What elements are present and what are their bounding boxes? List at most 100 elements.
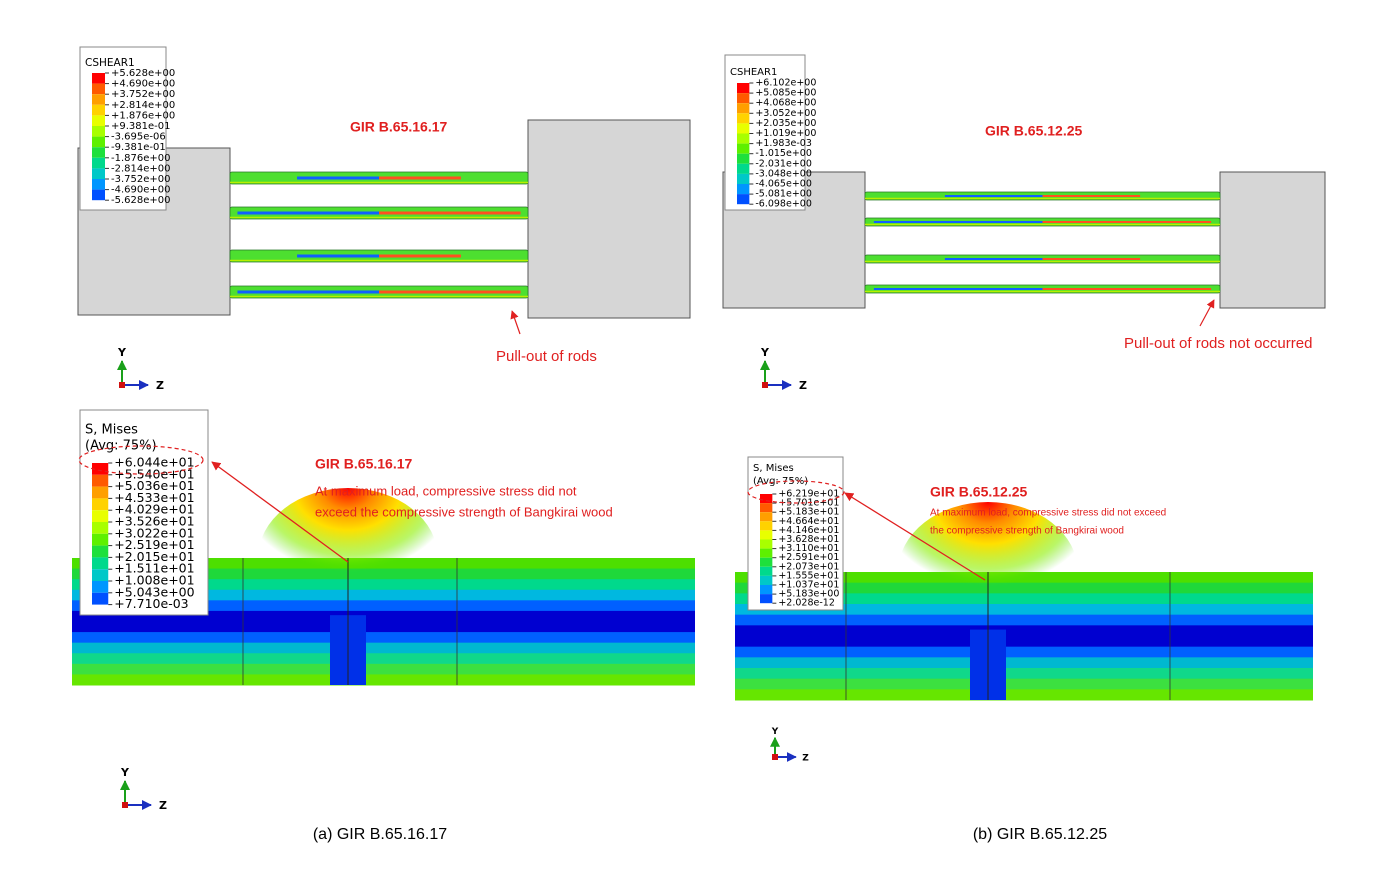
annotation: the compressive strength of Bangkirai wo… <box>930 526 1124 537</box>
axis-label: Z <box>156 379 164 392</box>
legend-color <box>737 103 750 114</box>
legend-color <box>760 594 773 604</box>
legend-color <box>760 548 773 558</box>
annotation-arrow <box>844 492 986 581</box>
legend-value: +1.876e+00 <box>111 110 175 121</box>
legend-value: +2.035e+00 <box>755 118 816 129</box>
beam-band <box>72 663 695 675</box>
legend-value: -4.690e+00 <box>111 185 171 196</box>
legend-value: -5.081e+00 <box>755 189 812 200</box>
legend-value: +1.019e+00 <box>755 128 816 139</box>
legend-color <box>760 566 773 576</box>
legend-value: +6.044e+01 <box>114 455 194 470</box>
axis-label: Y <box>120 766 130 779</box>
legend-value: +5.036e+01 <box>114 478 194 493</box>
legend-color <box>92 581 109 593</box>
axis-x <box>119 382 125 388</box>
legend-color <box>92 147 105 158</box>
legend-color <box>737 153 750 164</box>
legend-title: S, Mises <box>85 423 138 438</box>
axis-x <box>762 382 768 388</box>
highlight-ellipse <box>78 445 204 475</box>
legend-value: +2.814e+00 <box>111 100 175 111</box>
legend-color <box>760 585 773 595</box>
legend-color <box>92 179 105 190</box>
timber-block <box>1219 171 1326 309</box>
legend-color <box>760 521 773 531</box>
legend-value: -4.065e+00 <box>755 179 812 190</box>
legend-color <box>737 133 750 144</box>
legend-value: -3.695e-06 <box>111 132 166 143</box>
legend-value: +5.183e+00 <box>778 589 839 600</box>
panel-label: GIR B.65.12.25 <box>930 484 1027 500</box>
legend-subtitle: (Avg: 75%) <box>85 439 157 454</box>
legend-color <box>760 575 773 585</box>
axis-label: Y <box>760 346 770 359</box>
legend-value: -1.015e+00 <box>755 148 812 159</box>
beam <box>72 488 695 686</box>
beam-band <box>72 653 695 665</box>
legend-color <box>92 126 105 137</box>
legend-subtitle: (Avg: 75%) <box>753 476 808 487</box>
legend-value: +4.690e+00 <box>111 79 175 90</box>
beam-band <box>72 642 695 654</box>
annotation-arrow <box>211 461 349 563</box>
axis-label: Z <box>159 799 167 812</box>
axis-x <box>772 754 778 760</box>
panel-label: GIR B.65.16.17 <box>350 119 447 135</box>
legend-color <box>737 113 750 124</box>
legend-color <box>92 168 105 179</box>
legend-color <box>737 163 750 174</box>
legend-color <box>92 463 109 475</box>
legend-value: -3.752e+00 <box>111 174 171 185</box>
beam-band <box>735 657 1313 669</box>
beam-band <box>735 646 1313 658</box>
legend-color <box>737 143 750 154</box>
legend-color <box>760 530 773 540</box>
legend-color <box>737 123 750 134</box>
legend-value: +1.983e-03 <box>755 138 812 149</box>
legend-value: -9.381e-01 <box>111 142 166 153</box>
legend-color <box>92 545 109 558</box>
legend-value: +3.628e+01 <box>778 534 839 545</box>
legend-color <box>737 83 750 94</box>
legend-color <box>92 533 109 546</box>
annotation: Pull-out of rods <box>496 348 597 365</box>
legend-value: +5.183e+01 <box>778 507 839 518</box>
legend-value: +4.146e+01 <box>778 525 839 536</box>
legend-color <box>92 157 105 169</box>
legend-value: +2.028e-12 <box>778 598 835 609</box>
legend-color <box>92 486 109 499</box>
legend-value: +3.052e+00 <box>755 108 816 119</box>
annotation: Pull-out of rods not occurred <box>1124 335 1312 352</box>
legend-value: +1.008e+01 <box>114 573 194 588</box>
legend-color <box>92 569 109 581</box>
legend-value: +6.102e+00 <box>755 78 816 89</box>
legend-value: +4.029e+01 <box>114 502 194 517</box>
legend-color <box>92 592 109 605</box>
beam-band <box>72 674 695 686</box>
beam-band <box>72 632 695 644</box>
caption: (b) GIR B.65.12.25 <box>973 826 1107 843</box>
legend-value: +2.591e+01 <box>778 552 839 563</box>
legend-color <box>92 474 109 487</box>
legend-value: +1.511e+01 <box>114 561 194 576</box>
axis-label: Y <box>771 727 779 737</box>
legend-value: -5.628e+00 <box>111 195 171 206</box>
legend-value: +9.381e-01 <box>111 121 171 132</box>
highlight-ellipse <box>747 480 845 504</box>
beam-band <box>735 689 1313 701</box>
beam-band <box>735 668 1313 680</box>
legend-value: -1.876e+00 <box>111 153 171 164</box>
caption: (a) GIR B.65.16.17 <box>313 826 447 843</box>
timber-block <box>527 119 691 319</box>
legend-value: +3.022e+01 <box>114 525 194 540</box>
annotation: At maximum load, compressive stress did … <box>930 508 1166 519</box>
legend-color <box>92 557 109 570</box>
legend-color <box>92 136 105 148</box>
legend-value: +3.110e+01 <box>778 543 839 554</box>
legend-color <box>92 510 109 522</box>
legend-color <box>92 73 105 84</box>
legend-title: CSHEAR1 <box>730 67 777 78</box>
legend-color <box>92 115 105 126</box>
